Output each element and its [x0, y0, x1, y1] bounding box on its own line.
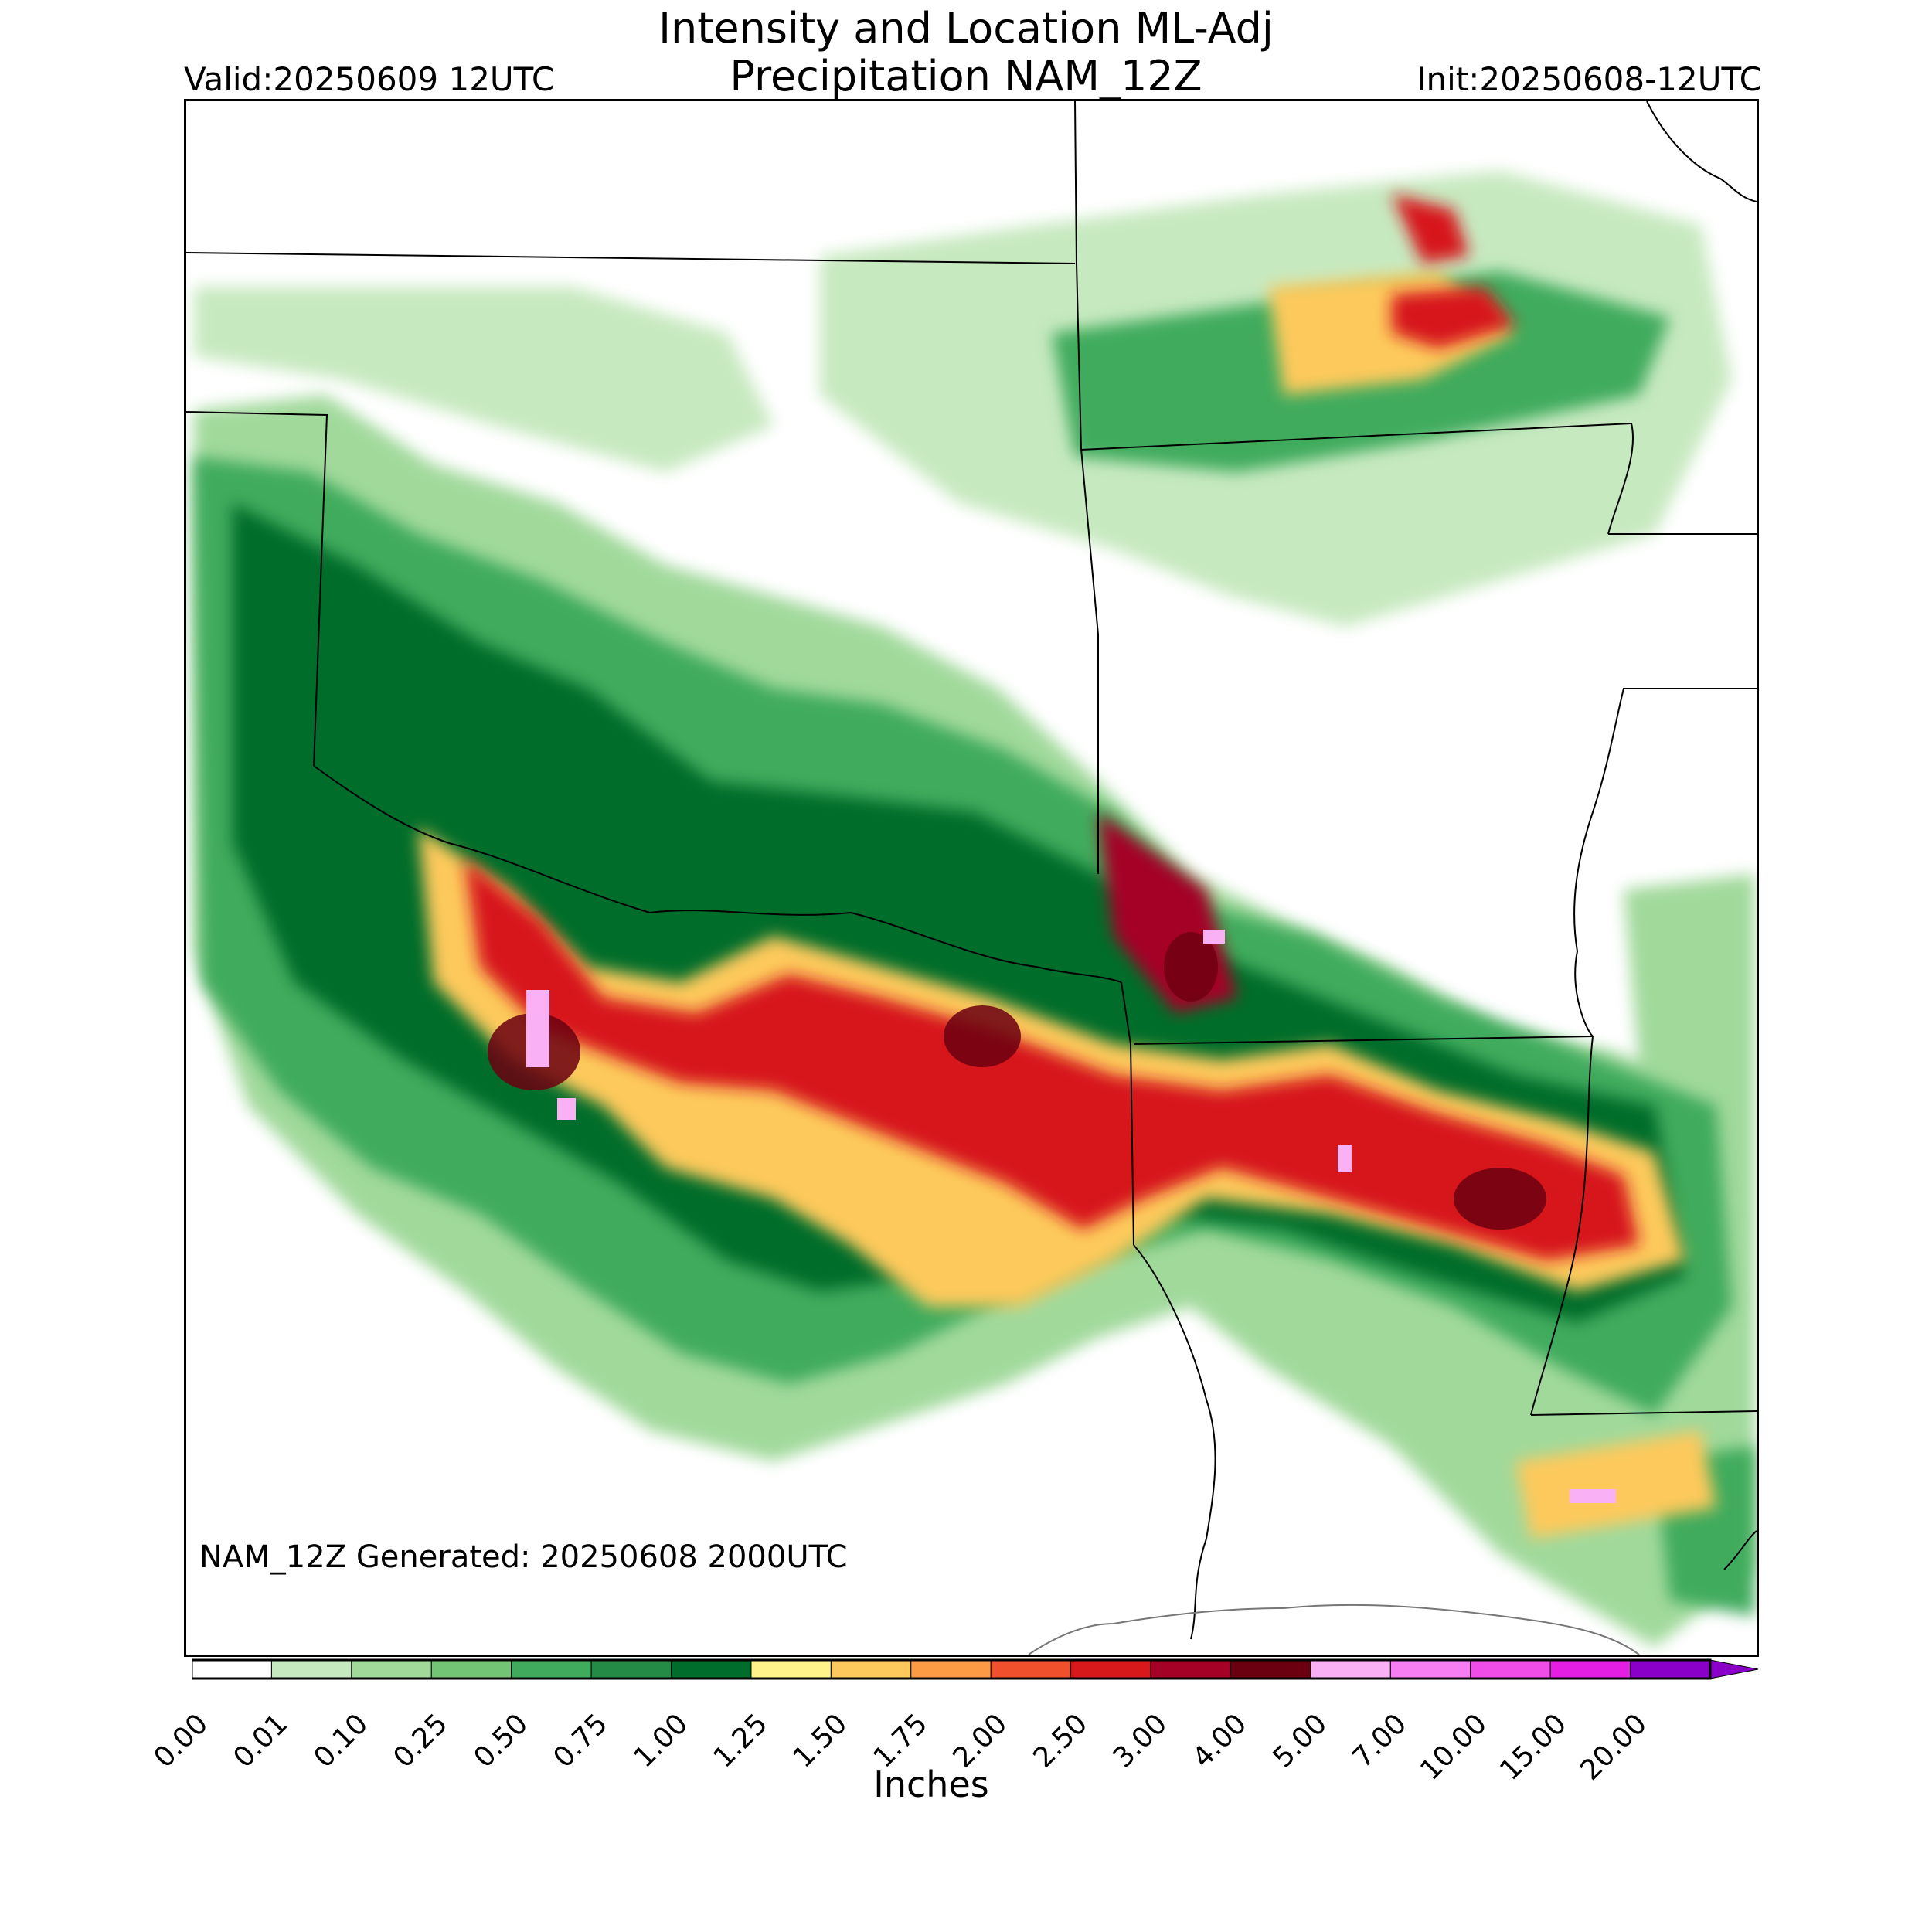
colorbar-units: Inches	[873, 1764, 989, 1805]
title-line-1: Intensity and Location ML-Adj	[658, 4, 1274, 53]
colorbar-outline	[192, 1658, 1712, 1680]
colorbar-segment	[1470, 1659, 1551, 1679]
colorbar-segment	[750, 1659, 832, 1679]
colorbar-segment	[671, 1659, 752, 1679]
precipitation-map	[184, 99, 1759, 1657]
coastline	[1028, 1604, 1640, 1655]
colorbar-segment	[1389, 1659, 1471, 1679]
colorbar-segment	[590, 1659, 672, 1679]
colorbar-segment	[270, 1659, 352, 1679]
colorbar-segment	[990, 1659, 1072, 1679]
colorbar-segment	[1310, 1659, 1391, 1679]
valid-time-label: Valid:20250609 12UTC	[184, 60, 555, 98]
colorbar-segment	[1549, 1659, 1631, 1679]
colorbar-segment	[1230, 1659, 1311, 1679]
map-canvas	[186, 101, 1757, 1655]
generated-label: NAM_12Z Generated: 20250608 2000UTC	[199, 1539, 848, 1575]
colorbar-segment	[1630, 1659, 1711, 1679]
precip-extreme-cores	[488, 930, 1616, 1503]
colorbar-segment	[910, 1659, 992, 1679]
colorbar-segment	[1150, 1659, 1231, 1679]
init-time-label: Init:20250608-12UTC	[1417, 60, 1762, 98]
title-line-2: Precipitation NAM_12Z	[730, 52, 1202, 100]
colorbar-segment	[351, 1659, 432, 1679]
colorbar-segment	[1070, 1659, 1151, 1679]
colorbar-segment	[830, 1659, 912, 1679]
colorbar-extend-arrow	[1709, 1659, 1759, 1679]
colorbar-segment	[511, 1659, 592, 1679]
state-boundaries	[186, 101, 1757, 1640]
colorbar-segment	[192, 1659, 272, 1679]
colorbar-segment	[430, 1659, 512, 1679]
colorbar	[192, 1658, 1759, 1680]
